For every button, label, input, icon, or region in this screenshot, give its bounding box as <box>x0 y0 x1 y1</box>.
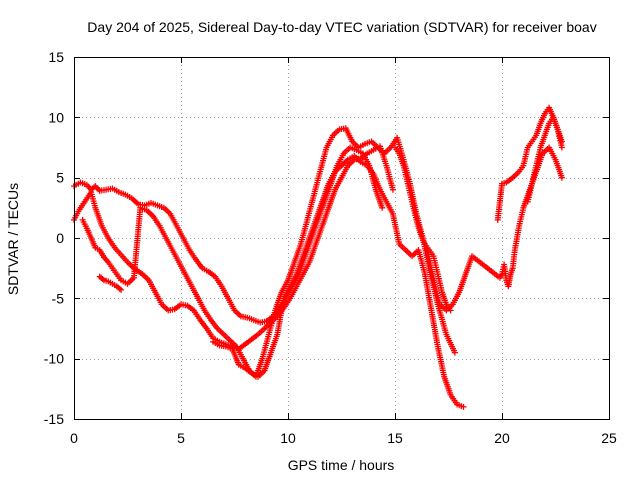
y-tick-label: 15 <box>48 49 64 65</box>
y-tick-label: 10 <box>48 109 64 125</box>
x-tick-label: 10 <box>280 430 296 446</box>
data-markers <box>71 104 565 410</box>
series-track-5 <box>424 144 565 314</box>
x-tick-label: 0 <box>70 430 78 446</box>
y-tick-label: 0 <box>56 230 64 246</box>
x-axis-label: GPS time / hours <box>288 457 395 473</box>
x-tick-label: 25 <box>601 430 617 446</box>
data-point <box>558 174 565 181</box>
axis-ticks <box>74 57 610 420</box>
y-axis-label: SDTVAR / TECUs <box>5 183 21 295</box>
data-point <box>451 349 458 356</box>
data-point <box>447 307 454 314</box>
data-point <box>460 403 467 410</box>
data-point <box>118 286 125 293</box>
chart-title: Day 204 of 2025, Sidereal Day-to-day VTE… <box>87 19 596 35</box>
y-tick-label: -10 <box>44 351 64 367</box>
data-point <box>558 144 565 151</box>
grid-lines <box>74 57 609 419</box>
data-point <box>558 138 565 145</box>
x-tick-label: 15 <box>387 430 403 446</box>
x-tick-label: 5 <box>177 430 185 446</box>
series-track-7 <box>524 114 565 205</box>
series-track-4 <box>96 152 467 410</box>
series-track-8 <box>392 144 454 314</box>
series-track-2 <box>71 143 396 352</box>
y-tick-label: -15 <box>44 411 64 427</box>
x-tick-labels: 0 5 10 15 20 25 <box>70 430 617 446</box>
data-point <box>379 204 386 211</box>
x-tick-label: 20 <box>494 430 510 446</box>
data-point <box>389 186 396 193</box>
y-tick-label: 5 <box>56 170 64 186</box>
y-tick-label: -5 <box>52 290 65 306</box>
y-tick-labels: -15 -10 -5 0 5 10 15 <box>44 49 64 427</box>
